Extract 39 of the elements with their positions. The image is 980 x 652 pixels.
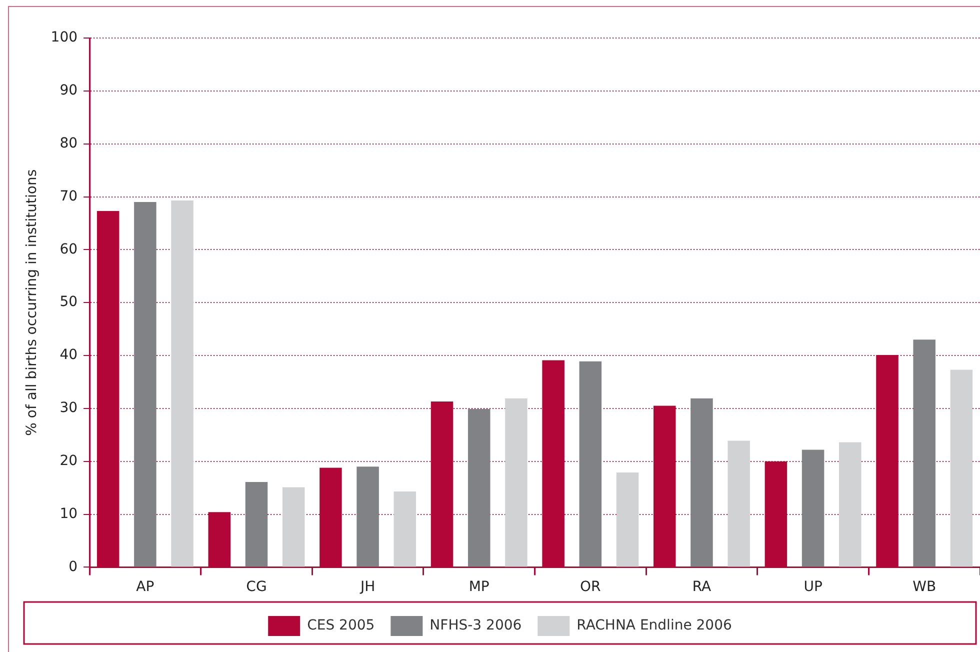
y-tick-label: 60 <box>60 241 78 258</box>
x-tick-label: AP <box>136 579 154 596</box>
bar <box>282 487 305 567</box>
bar <box>356 466 379 567</box>
x-tick-label: MP <box>468 579 490 596</box>
bar <box>728 440 750 567</box>
y-tick-label: 50 <box>60 294 78 310</box>
bar <box>802 450 824 567</box>
x-tick-label: RA <box>692 579 712 596</box>
bar <box>394 492 416 567</box>
y-tick-label: 0 <box>68 558 78 575</box>
bar <box>913 340 936 567</box>
y-tick-label: 80 <box>60 135 78 152</box>
legend-label: CES 2005 <box>307 618 375 634</box>
x-tick-label: WB <box>912 579 936 596</box>
bar <box>950 370 973 567</box>
bar <box>616 472 639 567</box>
bar <box>690 398 713 567</box>
bar <box>171 200 194 567</box>
y-tick-label: 90 <box>60 82 78 99</box>
x-tick-label: CG <box>246 579 267 596</box>
y-tick-label: 30 <box>60 400 78 416</box>
bar <box>505 398 528 567</box>
y-tick-label: 40 <box>60 347 78 364</box>
x-tick-label: JH <box>359 579 376 596</box>
bar <box>468 408 490 567</box>
y-tick-label: 10 <box>60 506 78 522</box>
y-tick-label: 100 <box>50 30 78 46</box>
bar <box>839 442 862 567</box>
y-tick-label: 20 <box>60 453 78 469</box>
bar <box>579 361 602 567</box>
x-tick-label: UP <box>804 579 822 596</box>
x-tick-label: OR <box>580 579 602 596</box>
legend-label: RACHNA Endline 2006 <box>576 618 732 634</box>
bar <box>134 202 156 567</box>
bar <box>245 482 268 567</box>
y-axis-title: % of all births occurring in institutions <box>24 169 40 436</box>
y-tick-label: 70 <box>60 188 78 204</box>
legend-label: NFHS-3 2006 <box>430 618 522 634</box>
